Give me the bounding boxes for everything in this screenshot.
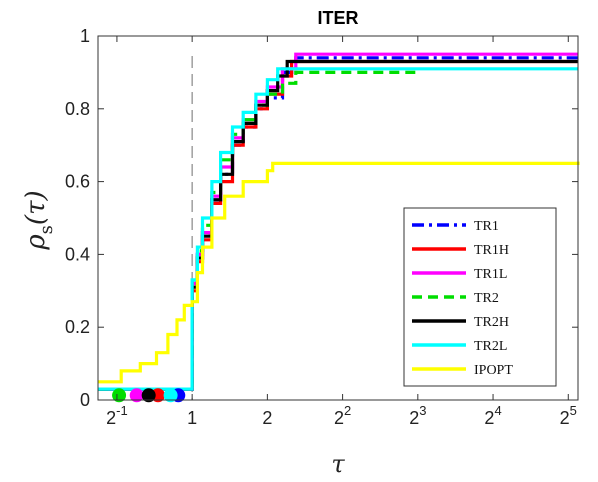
series-line-ipopt (98, 161, 580, 384)
start-marker-tr2l (163, 388, 178, 403)
y-tick-label: 0 (80, 390, 90, 410)
x-tick-label: 2-1 (106, 403, 128, 428)
legend-label-tr2: TR2 (474, 291, 499, 306)
y-tick-label: 0.4 (65, 244, 90, 264)
series-line-tr2l (98, 67, 578, 391)
chart-title: ITER (317, 8, 358, 28)
legend-label-tr1h: TR1H (474, 243, 509, 258)
start-marker-tr2 (112, 388, 127, 403)
start-marker-tr2h (141, 388, 156, 403)
y-tick-label: 0.6 (65, 172, 90, 192)
legend-label-tr1l: TR1L (474, 267, 507, 282)
x-tick-exponent: 2 (344, 403, 351, 418)
y-tick-label: 0.8 (65, 99, 90, 119)
legend-label-ipopt: IPOPT (474, 363, 513, 378)
x-tick-label: 1 (187, 408, 197, 428)
x-tick-exponent: -1 (116, 403, 128, 418)
x-tick-label: 2 (262, 408, 272, 428)
x-axis-label: τ (331, 450, 345, 478)
axes-layer: 00.20.40.60.812-1 1 2 22 23 24 25 (65, 26, 579, 428)
x-tick-label: 25 (560, 403, 577, 428)
x-tick-label: 24 (484, 403, 501, 428)
plot-frame (97, 35, 579, 401)
legend: TR1 TR1H TR1L TR2 TR2H TR2L IPOPT (403, 207, 557, 387)
y-tick-label: 1 (80, 26, 90, 46)
legend-label-tr1: TR1 (474, 219, 499, 234)
x-tick-label: 23 (409, 403, 426, 428)
y-axis-label-text: ρs(τ) (21, 190, 57, 250)
markers-layer (112, 388, 186, 403)
start-marker-tr1l (129, 388, 144, 403)
y-axis-label: ρs(τ) (21, 190, 57, 250)
x-tick-label: 22 (334, 403, 351, 428)
series-layer (98, 52, 580, 400)
legend-label-tr2h: TR2H (474, 315, 509, 330)
y-tick-label: 0.2 (65, 317, 90, 337)
legend-label-tr2l: TR2L (474, 339, 507, 354)
x-tick-exponent: 5 (570, 403, 577, 418)
x-tick-exponent: 4 (494, 403, 501, 418)
x-tick-exponent: 3 (419, 403, 426, 418)
